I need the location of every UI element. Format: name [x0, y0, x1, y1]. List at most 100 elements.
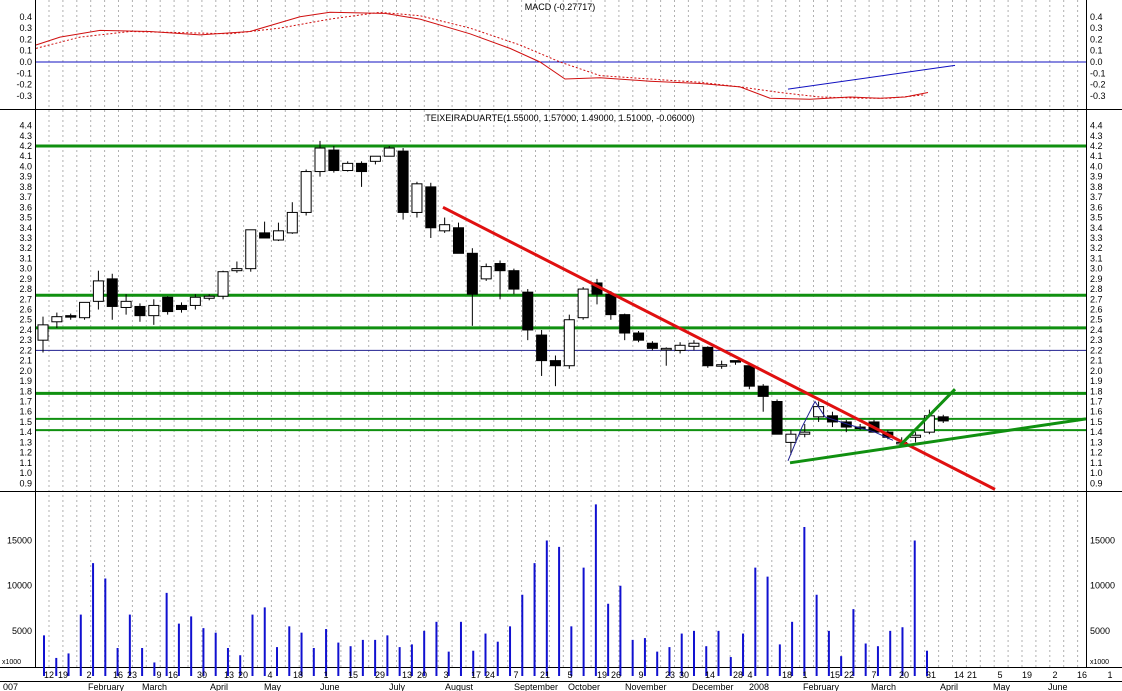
candle-body-up	[660, 347, 672, 351]
candle	[646, 341, 658, 351]
candle-body-up	[189, 296, 201, 306]
price-tick-right: 2.3	[1090, 335, 1103, 345]
candle-body-down	[757, 385, 769, 397]
candle-body-up	[439, 224, 451, 232]
candle	[272, 222, 284, 242]
candle	[217, 270, 229, 300]
x-day-label: 15	[348, 670, 358, 680]
volume-tick-left: 15000	[7, 536, 32, 546]
candle-body-up	[480, 266, 492, 280]
x-day-label: 2	[86, 670, 91, 680]
x-month-label: 007	[3, 682, 18, 691]
price-tick-right: 1.3	[1090, 437, 1103, 447]
candle	[383, 146, 395, 157]
macd-tick-left: 0.2	[19, 34, 32, 44]
x-month-label: June	[1048, 682, 1068, 691]
x-day-label: 24	[485, 670, 495, 680]
price-tick-left: 2.7	[19, 294, 32, 304]
candle	[674, 342, 686, 354]
candle-body-down	[508, 270, 520, 290]
candle	[286, 202, 298, 234]
macd-plot	[35, 11, 1086, 100]
price-tick-left: 3.9	[19, 172, 32, 182]
candle-body-down	[619, 314, 631, 334]
price-tick-left: 4.3	[19, 131, 32, 141]
price-tick-right: 3.3	[1090, 233, 1103, 243]
x-day-label: 30	[197, 670, 207, 680]
candle-body-up	[799, 431, 811, 435]
candle-body-up	[785, 433, 797, 443]
price-tick-left: 3.5	[19, 213, 32, 223]
candle	[106, 273, 118, 320]
price-tick-right: 1.7	[1090, 397, 1103, 407]
candle-body-down	[466, 252, 478, 295]
candle	[466, 248, 478, 326]
macd-tick-right: -0.3	[1090, 91, 1106, 101]
candle-body-up	[92, 280, 104, 302]
x-month-label: July	[389, 682, 406, 691]
price-title: TEIXEIRADUARTE(1.55000, 1.57000, 1.49000…	[425, 113, 695, 123]
price-tick-left: 1.2	[19, 448, 32, 458]
x-day-label: 19	[1022, 670, 1032, 680]
candle	[688, 340, 700, 351]
candle-body-down	[633, 332, 645, 341]
price-tick-left: 4.2	[19, 141, 32, 151]
x-day-label: 1	[1107, 670, 1112, 680]
price-tick-left: 1.6	[19, 407, 32, 417]
candle-body-down	[397, 150, 409, 213]
price-tick-right: 3.9	[1090, 172, 1103, 182]
candle	[92, 270, 104, 310]
price-tick-right: 3.6	[1090, 202, 1103, 212]
macd-tick-left: -0.1	[16, 68, 32, 78]
x-day-label: 4	[267, 670, 272, 680]
candle-body-down	[328, 149, 340, 172]
macd-title: MACD (-0.27717)	[525, 2, 596, 12]
candle-body-down	[771, 401, 783, 435]
macd-signal-line	[35, 11, 926, 99]
support-trendline	[789, 417, 1087, 465]
price-tick-right: 1.1	[1090, 458, 1103, 468]
x-day-label: 23	[127, 670, 137, 680]
price-tick-right: 2.9	[1090, 274, 1103, 284]
x-day-label: 20	[238, 670, 248, 680]
macd-tick-left: -0.2	[16, 80, 32, 90]
candle-body-up	[51, 316, 63, 323]
candle-body-down	[522, 291, 534, 331]
x-day-label: 15	[830, 670, 840, 680]
candle	[189, 294, 201, 310]
breakout-line	[898, 388, 957, 447]
candle	[314, 140, 326, 177]
x-day-label: 16	[113, 670, 123, 680]
candle	[176, 302, 187, 313]
price-tick-left: 1.5	[19, 417, 32, 427]
candle	[716, 360, 728, 369]
candle	[369, 155, 381, 165]
volume-tick-right: 10000	[1090, 581, 1115, 591]
candle	[79, 301, 91, 320]
candle	[425, 182, 437, 238]
candle	[148, 299, 160, 325]
volume-unit-right: x1000	[1090, 659, 1109, 666]
horizontal-levels	[36, 144, 1086, 432]
candle-body-down	[536, 334, 548, 362]
price-tick-left: 2.8	[19, 284, 32, 294]
macd-tick-left: 0.1	[19, 46, 32, 56]
price-tick-left: 3.0	[19, 264, 32, 274]
x-day-label: 31	[926, 670, 936, 680]
x-month-label: August	[445, 682, 474, 691]
x-month-label: May	[264, 682, 282, 691]
price-tick-left: 2.1	[19, 356, 32, 366]
macd-tick-right: -0.1	[1090, 68, 1106, 78]
candle	[937, 414, 949, 423]
price-tick-right: 0.9	[1090, 478, 1103, 488]
candle-body-up	[910, 434, 922, 438]
candle-body-down	[259, 232, 271, 239]
x-day-label: 18	[782, 670, 792, 680]
candle	[771, 399, 783, 435]
x-day-label: 7	[871, 670, 876, 680]
x-month-label: June	[320, 682, 340, 691]
x-day-label: 2	[1052, 670, 1057, 680]
candle-body-down	[176, 304, 187, 311]
candle	[660, 347, 672, 366]
